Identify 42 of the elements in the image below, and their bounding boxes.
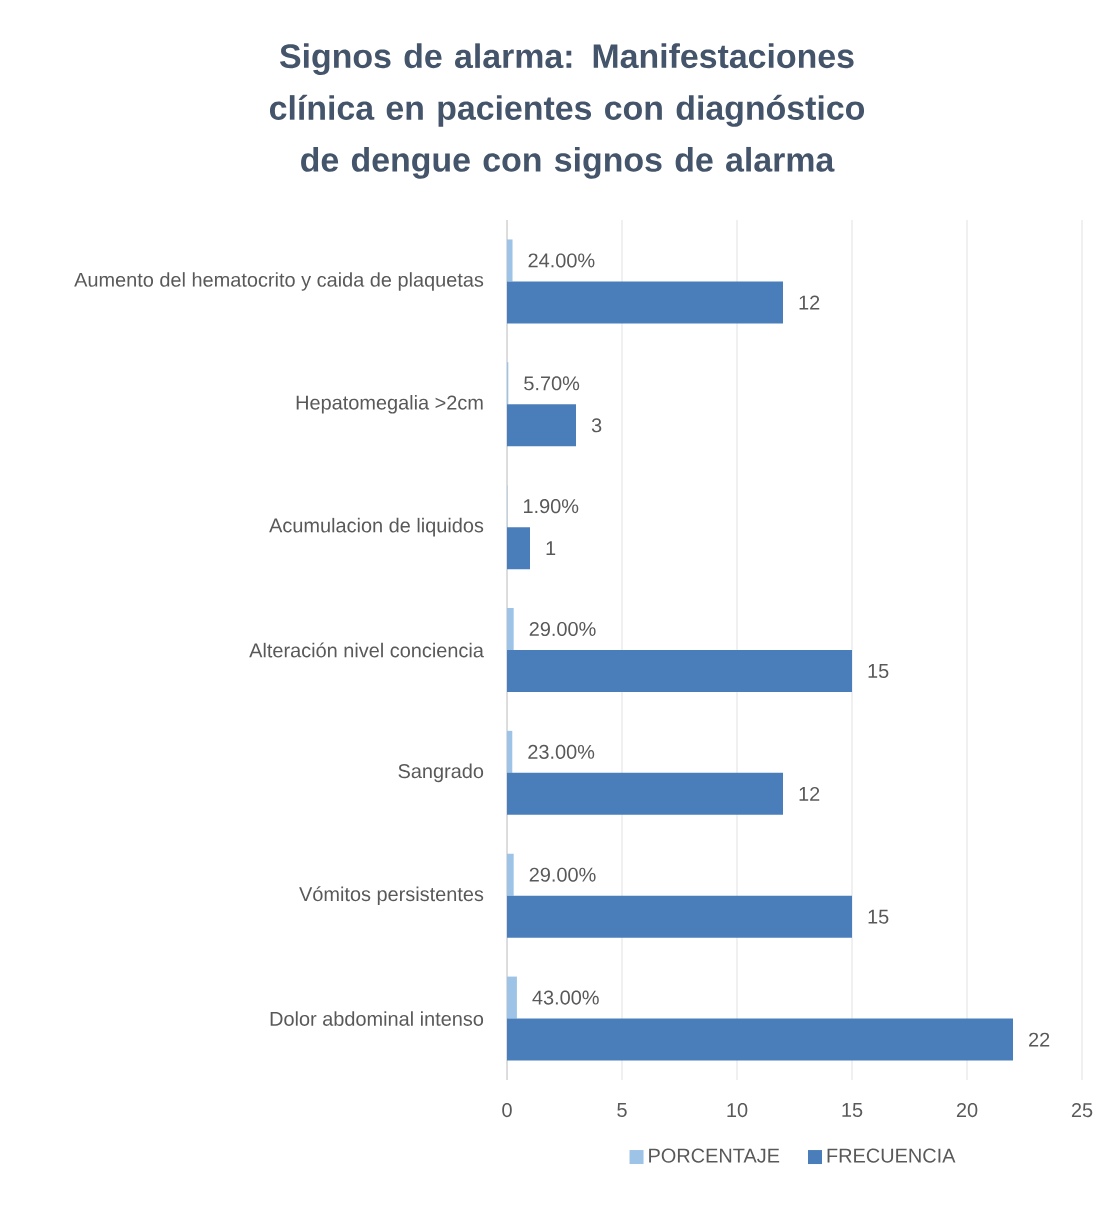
- x-tick-label: 15: [842, 1103, 863, 1117]
- y-tick-label: Dolor abdominal intenso: [270, 1011, 484, 1026]
- bar: [507, 239, 513, 282]
- bar: [507, 976, 517, 1019]
- x-tick-label: 5: [617, 1103, 627, 1117]
- data-label: 15: [868, 909, 889, 924]
- data-label: 24.00%: [528, 253, 595, 268]
- y-tick-label: Hepatomegalia >2cm: [296, 395, 483, 414]
- bar: [507, 772, 783, 815]
- data-label: 29.00%: [529, 621, 596, 637]
- bar: [507, 281, 783, 324]
- data-label: 29.00%: [529, 867, 596, 882]
- data-label: 12: [799, 786, 820, 801]
- bar: [507, 650, 853, 693]
- data-label: 23.00%: [528, 744, 595, 759]
- bar: [507, 895, 853, 938]
- data-label: 3: [591, 418, 602, 433]
- bar: [507, 608, 514, 651]
- data-label: 12: [799, 295, 820, 310]
- bar: [507, 527, 530, 570]
- bar: [507, 730, 513, 773]
- y-tick-label: Alteración nivel conciencia: [249, 642, 484, 658]
- legend-label: PORCENTAJE: [649, 1148, 780, 1163]
- bar: [507, 853, 514, 896]
- data-label: 43.00%: [532, 990, 599, 1005]
- y-tick-label: Aumento del hematocrito y caida de plaquetas: [74, 272, 484, 291]
- y-tick-label: Sangrado: [398, 763, 484, 783]
- legend-label: FRECUENCIA: [827, 1148, 956, 1163]
- y-tick-label: Acumulacion de liquidos: [269, 517, 484, 537]
- data-label: 1.90%: [524, 499, 579, 514]
- x-tick-label: 10: [727, 1103, 748, 1118]
- data-label: 22: [1029, 1032, 1050, 1047]
- data-label: 1: [546, 541, 556, 556]
- bar: [507, 404, 576, 447]
- data-label: 5.70%: [524, 376, 580, 391]
- data-label: 15: [868, 664, 889, 678]
- x-tick-label: 25: [1071, 1103, 1093, 1118]
- x-tick-label: 0: [502, 1103, 512, 1118]
- chart-title: Signos de alarma: Manifestaciones clínica en pacientes con diagnóstico de dengue con signos de alarma: [269, 43, 865, 179]
- bar: [507, 1018, 1014, 1061]
- y-tick-label: Vómitos persistentes: [299, 886, 484, 906]
- x-tick-label: 20: [956, 1103, 978, 1118]
